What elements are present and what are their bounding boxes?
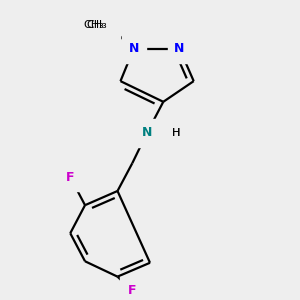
Text: CH₃: CH₃ bbox=[86, 20, 107, 30]
Bar bbox=[95, 11, 119, 39]
Bar bbox=[122, 34, 146, 63]
Text: F: F bbox=[128, 284, 136, 297]
Bar bbox=[168, 34, 191, 63]
Text: N: N bbox=[129, 42, 139, 55]
Text: H: H bbox=[172, 128, 181, 138]
Bar bbox=[160, 118, 184, 147]
Bar bbox=[94, 9, 121, 41]
Text: N: N bbox=[174, 42, 185, 55]
Bar bbox=[165, 124, 179, 142]
Text: N: N bbox=[142, 126, 152, 139]
Bar bbox=[58, 163, 82, 191]
Text: F: F bbox=[66, 171, 74, 184]
Bar bbox=[121, 277, 144, 300]
Text: H: H bbox=[172, 128, 181, 138]
Text: CH₃: CH₃ bbox=[83, 20, 104, 30]
Bar bbox=[135, 118, 159, 147]
